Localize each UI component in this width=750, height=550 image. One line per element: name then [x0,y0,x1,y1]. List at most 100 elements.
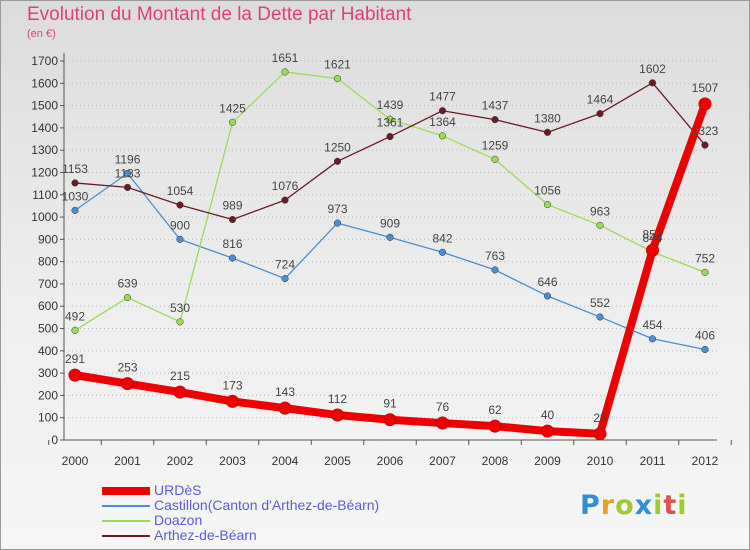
grid [64,60,717,419]
data-point [491,155,499,163]
data-point [228,254,237,262]
data-label: 1364 [429,115,456,129]
data-point [278,401,292,415]
data-label: 1437 [482,99,509,113]
data-label: 646 [537,275,557,289]
data-point [543,128,552,136]
data-label: 639 [117,277,137,291]
data-point [281,275,289,283]
legend-swatch [102,520,150,522]
data-label: 1651 [272,51,299,65]
y-tick-label: 300 [38,366,58,380]
data-label: 842 [432,231,452,245]
data-label: 724 [275,258,295,272]
legend-label: Doazon [154,512,203,528]
x-tick-label: 2004 [272,454,299,468]
logo-letter: i [677,490,688,521]
data-point [438,248,447,256]
data-label: 1621 [324,58,351,72]
data-label: 1507 [692,81,719,95]
data-point [701,268,709,276]
y-tick-label: 800 [38,255,58,269]
data-label: 1323 [692,124,719,138]
legend-label: Arthez-de-Béarn [154,527,257,543]
logo-letter: i [653,490,664,521]
data-label: 1425 [219,101,246,115]
data-point [173,385,187,399]
data-point [596,110,604,118]
data-label: 900 [170,218,190,232]
y-tick-labels: 0 100 200 300 400 500 600 700 800 900 1000 1100 1200… [31,54,58,447]
data-point [386,115,394,123]
y-tick-label: 400 [38,344,58,358]
data-label: 763 [485,249,505,263]
data-point [281,196,289,204]
y-tick-label: 0 [51,433,58,447]
x-tick-label: 2011 [640,454,666,468]
legend-label: URDèS [154,482,202,498]
legend-swatch [102,487,150,495]
x-tick-label: 2007 [429,454,456,468]
x-tick-label: 2005 [324,454,351,468]
data-label: 1133 [115,166,141,180]
data-point [176,235,184,243]
data-point [226,394,239,408]
logo-letter: o [615,490,635,521]
data-point [488,419,502,433]
data-point [281,68,289,76]
data-point [228,118,237,126]
data-point [596,221,604,229]
chart-unit: (en €) [27,28,56,40]
series-line-1 [74,172,706,351]
data-label: 1196 [115,152,141,166]
data-label: 40 [541,408,555,422]
legend-item: URDèS [102,482,462,499]
y-tick-label: 1500 [31,99,58,113]
data-point [593,427,607,441]
legend-item: Castillon(Canton d'Arthez-de-Béarn) [102,497,462,514]
data-point [71,179,79,187]
y-tick-label: 500 [38,322,58,336]
data-label: 1030 [62,189,89,203]
data-label: 1054 [167,184,194,198]
data-label: 989 [222,199,242,213]
data-label: 909 [380,216,400,230]
data-label: 76 [436,400,450,414]
data-label: 1439 [377,98,404,112]
data-label: 291 [65,352,85,366]
data-label: 406 [695,328,715,342]
y-tick-label: 1000 [31,210,58,224]
data-label: 1477 [429,90,456,104]
axes [48,53,732,445]
data-point [648,79,657,87]
data-label: 1250 [324,140,351,154]
data-label: 851 [642,227,662,241]
data-point [228,215,237,224]
data-label: 62 [488,403,502,417]
y-tick-label: 1200 [31,165,58,179]
data-point [438,132,447,140]
series-line-0 [71,100,709,438]
x-tick-label: 2000 [62,454,89,468]
data-point [701,345,709,354]
data-point [383,413,397,427]
data-label: 963 [590,204,610,218]
data-label: 1076 [272,179,299,193]
x-tick-label: 2010 [587,454,614,468]
data-point [596,313,604,321]
proxiti-logo: Proxiti [580,490,688,521]
data-point [333,157,342,165]
data-label: 844 [642,231,662,245]
legend-swatch [102,535,150,537]
data-point [491,266,499,274]
data-point [333,219,342,227]
data-point [68,368,82,382]
data-label: 112 [328,392,347,406]
legend: URDèS Castillon(Canton d'Arthez-de-Béarn)… [102,482,462,544]
data-label: 1153 [62,162,88,176]
chart-title: Evolution du Montant de la Dette par Hab… [27,4,412,25]
data-point [71,206,79,214]
data-point [491,116,499,124]
data-point [123,169,132,177]
